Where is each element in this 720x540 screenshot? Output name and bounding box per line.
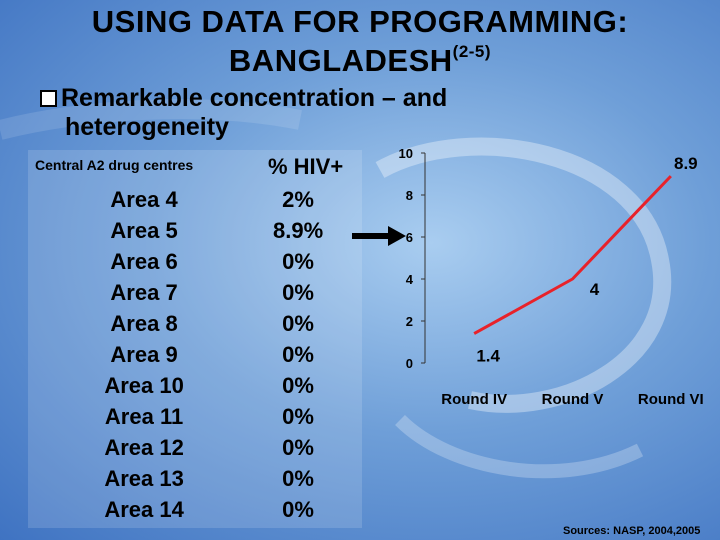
area-name: Area 11	[104, 404, 184, 429]
table-row: Area 8 0%	[88, 308, 358, 339]
hiv-trend-chart: 0 2 4 6 8 10 Round IV Round V Round VI 1.4 4 8.9	[399, 146, 704, 408]
hiv-table-body: Area 4 2% Area 5 8.9% Area 6 0% Area 7 0% Area 8…	[88, 184, 358, 525]
series-line	[473, 175, 672, 335]
y-tick-label: 4	[406, 272, 414, 287]
area-name: Area 13	[104, 466, 184, 491]
table-header-area: Central A2 drug centres	[35, 157, 194, 173]
area-name: Area 9	[110, 342, 178, 367]
bullet-point: Remarkable concentration – and heterogen…	[40, 84, 447, 142]
data-label: 4	[590, 280, 600, 299]
hiv-percent: 2%	[282, 187, 314, 212]
hiv-percent: 8.9%	[272, 218, 324, 243]
table-row: Area 4 2%	[88, 184, 358, 215]
slide-title-country-text: BANGLADESH	[228, 43, 453, 78]
area-name: Area 12	[104, 435, 184, 460]
y-tick-label: 2	[406, 314, 413, 329]
table-panel	[28, 150, 362, 528]
area-name: Area 7	[110, 280, 178, 305]
bullet-text-line1: Remarkable concentration – and	[61, 84, 448, 112]
y-tick-label: 0	[406, 356, 413, 371]
checkbox-bullet-icon	[40, 90, 57, 107]
x-tick-label: Round V	[542, 391, 604, 408]
hiv-percent: 0%	[282, 497, 314, 522]
area-name: Area 4	[110, 187, 178, 212]
hiv-percent: 0%	[282, 466, 314, 491]
area-name: Area 14	[104, 497, 184, 522]
hiv-percent: 0%	[282, 342, 314, 367]
hiv-percent: 0%	[282, 404, 314, 429]
area-name: Area 5	[110, 218, 178, 243]
table-row: Area 6 0%	[88, 246, 358, 277]
area-name: Area 6	[110, 249, 178, 274]
hiv-percent: 0%	[282, 249, 314, 274]
table-row: Area 12 0%	[88, 432, 358, 463]
slide-title-country: BANGLADESH(2-5)	[0, 42, 720, 79]
y-tick-label: 6	[406, 230, 413, 245]
hiv-percent: 0%	[282, 280, 314, 305]
x-tick-label: Round VI	[638, 391, 704, 408]
table-row: Area 11 0%	[88, 401, 358, 432]
table-row: Area 5 8.9%	[88, 215, 358, 246]
sources-note: Sources: NASP, 2004,2005	[563, 525, 701, 537]
table-row: Area 14 0%	[88, 494, 358, 525]
table-row: Area 10 0%	[88, 370, 358, 401]
title-reference: (2-5)	[452, 42, 492, 61]
hiv-percent: 0%	[282, 373, 314, 398]
hiv-percent: 0%	[282, 311, 314, 336]
table-row: Area 13 0%	[88, 463, 358, 494]
slide-title: USING DATA FOR PROGRAMMING:	[91, 4, 629, 39]
table-header-hiv: % HIV+	[268, 154, 344, 179]
right-arrow-icon	[352, 226, 406, 246]
x-tick-label: Round IV	[441, 391, 507, 408]
table-row: Area 7 0%	[88, 277, 358, 308]
area-name: Area 10	[104, 373, 184, 398]
area-name: Area 8	[110, 311, 178, 336]
hiv-percent: 0%	[282, 435, 314, 460]
table-row: Area 9 0%	[88, 339, 358, 370]
data-label: 1.4	[476, 347, 500, 366]
data-label: 8.9	[674, 154, 698, 173]
y-tick-label: 8	[406, 188, 413, 203]
y-tick-label: 10	[399, 146, 413, 161]
bullet-text-line2: heterogeneity	[65, 113, 229, 141]
